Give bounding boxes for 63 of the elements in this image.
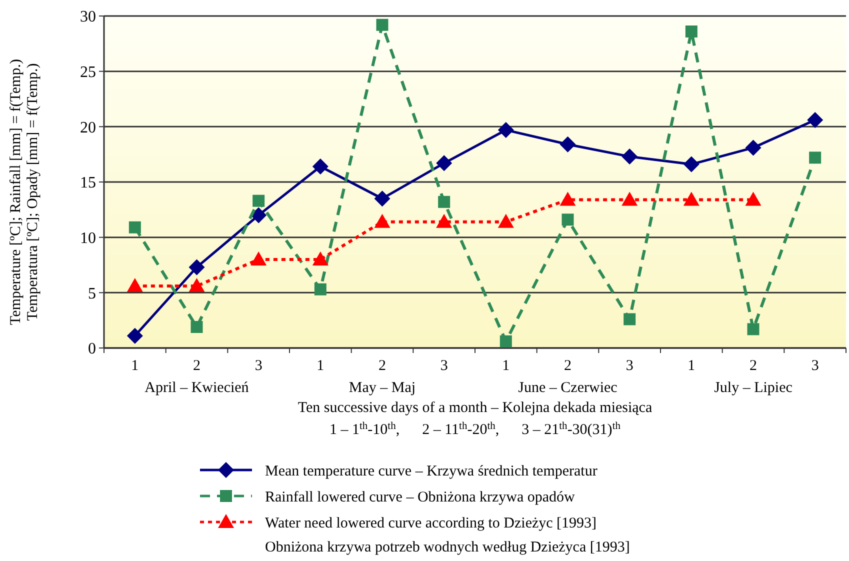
y-tick-label: 15 — [80, 174, 96, 192]
point — [560, 192, 576, 206]
y-tick-label: 10 — [80, 230, 96, 247]
point — [438, 196, 450, 208]
point — [376, 18, 388, 31]
text: April – Kwiecień — [144, 380, 250, 396]
point — [252, 194, 265, 207]
point — [314, 283, 326, 296]
point — [807, 112, 824, 128]
x-tick-label: 1 — [688, 358, 696, 374]
point — [560, 136, 576, 152]
point — [312, 251, 328, 266]
point — [747, 323, 760, 336]
point — [498, 122, 514, 138]
point — [374, 214, 390, 228]
y-tick-label: 30 — [80, 8, 96, 26]
point — [562, 214, 574, 226]
point — [250, 251, 267, 266]
point — [126, 278, 143, 292]
point — [374, 190, 390, 207]
y-axis-title: Temperature [ºC]; Rainfall [mm] = f(Temp.) Temperatura [ºC]; Opady [mm] = f(Temp.) — [8, 59, 41, 325]
x-tick-label: 1 — [131, 358, 139, 374]
x-tick-label: 2 — [378, 358, 386, 374]
point — [622, 192, 638, 206]
text: June – Czerwiec — [518, 380, 618, 396]
point — [622, 148, 638, 165]
point — [250, 207, 267, 224]
point — [126, 328, 143, 344]
x-tick-label: 2 — [564, 358, 572, 374]
point — [436, 155, 452, 172]
y-tick-label: 25 — [80, 64, 96, 81]
y-tick-label: 0 — [88, 340, 96, 358]
x-tick-label: 3 — [254, 358, 262, 374]
point — [685, 25, 698, 38]
point — [624, 313, 636, 326]
x-tick-label: 3 — [440, 358, 448, 374]
legend-label: Rainfall lowered curve – Obniżona krzywa opadów — [265, 489, 576, 506]
x-tick-label: 3 — [811, 358, 819, 374]
point — [190, 320, 203, 333]
text: July – Lipiec — [714, 380, 793, 396]
text: Ten successive days of a month – Kolejna dekada miesiąca 1 – 1$^{th}$-10$^{th}$, 2 – 11$^{th}$-20$^{th}$, 3 – 21$^{th}$-30(31)$^{th}$ — [298, 400, 652, 438]
point — [436, 214, 452, 228]
point — [745, 140, 762, 156]
x-tick-label: 2 — [193, 358, 200, 374]
point — [128, 221, 141, 234]
legend-label: Mean temperature curve – Krzywa średnich temperatur — [265, 463, 598, 480]
x-tick-label: 1 — [316, 358, 324, 374]
point — [188, 278, 205, 292]
x-tick-label: 1 — [502, 358, 510, 374]
point — [188, 259, 205, 276]
point — [683, 156, 700, 172]
y-tick-label: 20 — [80, 119, 96, 136]
point — [498, 214, 514, 228]
x-tick-label: 3 — [626, 358, 634, 374]
point — [312, 158, 328, 175]
point — [809, 152, 822, 164]
point — [500, 335, 512, 348]
point — [745, 192, 762, 206]
text: May – Maj — [348, 380, 416, 396]
y-tick-label: 5 — [88, 285, 96, 302]
point — [683, 192, 700, 206]
legend-label: Water need lowered curve according to Dzieżyc [1993] Obniżona krzywa potrzeb wodnych według Dzieżyca [1993] — [265, 515, 630, 556]
x-tick-label: 2 — [750, 358, 757, 374]
